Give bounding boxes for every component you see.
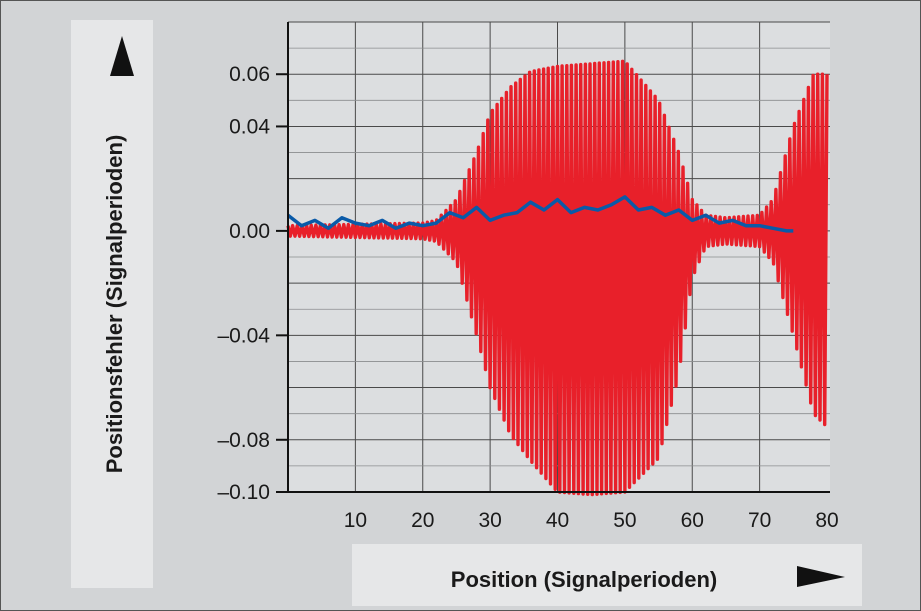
y-tick-label: 0.04 [229, 115, 270, 138]
y-tick-label: –0.10 [217, 481, 270, 504]
x-tick-label: 60 [681, 509, 704, 532]
x-tick-label: 70 [748, 509, 771, 532]
x-tick-label: 30 [478, 509, 501, 532]
y-axis-arrow-icon [110, 36, 134, 76]
y-tick-label: 0.06 [229, 63, 270, 86]
x-axis-arrow-icon [797, 566, 845, 587]
series-red-line [286, 59, 829, 497]
x-tick-label: 40 [546, 509, 569, 532]
series-layer [286, 59, 829, 497]
x-axis-title: Position (Signalperioden) [451, 567, 717, 592]
y-tick-label: –0.04 [217, 324, 270, 347]
x-tick-label: 50 [613, 509, 636, 532]
x-tick-label: 80 [815, 509, 838, 532]
y-axis-label-panel [71, 20, 153, 588]
axes [276, 22, 830, 493]
tick-labels: 0.06 0.04 0.00 –0.04 –0.08 –0.10 10 20 30 40 50 60 7… [217, 63, 838, 532]
y-axis-title: Positionsfehler (Signalperioden) [102, 135, 127, 474]
x-axis-label-panel [352, 544, 862, 606]
y-tick-label: –0.08 [217, 429, 270, 452]
series-blue-line [286, 195, 794, 233]
x-tick-label: 20 [411, 509, 434, 532]
y-tick-label: 0.00 [229, 220, 270, 243]
x-tick-label: 10 [344, 509, 367, 532]
